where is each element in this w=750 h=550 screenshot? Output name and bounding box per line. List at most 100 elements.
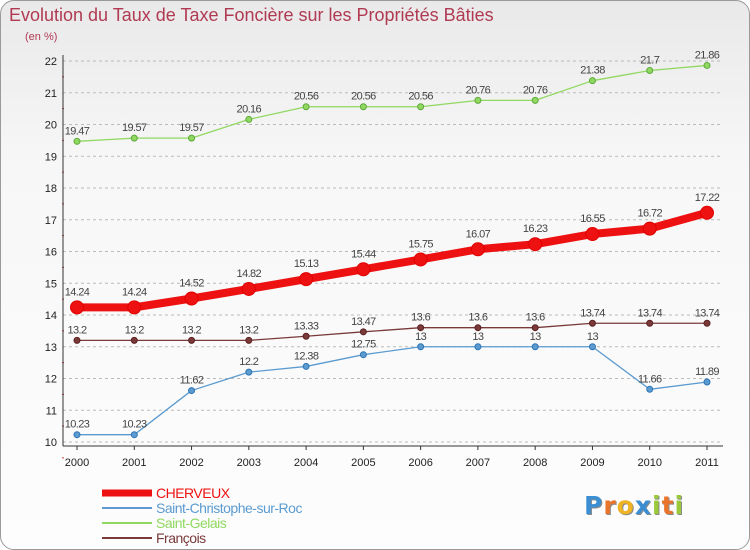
data-label: 21.7 — [640, 55, 659, 67]
x-tick-label: 2005 — [351, 457, 375, 469]
x-tick-label: 2003 — [237, 457, 261, 469]
data-point — [642, 221, 657, 236]
data-point — [359, 103, 367, 111]
data-label: 13.6 — [411, 312, 430, 324]
x-tick-label: 2011 — [695, 457, 719, 469]
legend-label: François — [156, 530, 206, 546]
logo-letter: x — [634, 491, 652, 520]
logo-letter: o — [616, 491, 635, 520]
y-tick-label: 14 — [45, 310, 57, 322]
data-point — [356, 262, 371, 277]
data-point — [188, 387, 196, 395]
data-point — [703, 378, 711, 386]
data-label: 15.44 — [351, 248, 376, 260]
x-tick-label: 2001 — [122, 457, 146, 469]
data-point — [359, 328, 367, 336]
data-point — [73, 431, 81, 439]
data-label: 13 — [415, 331, 427, 343]
data-label: 11.66 — [638, 373, 662, 385]
logo-letter: t — [661, 491, 675, 520]
data-label: 16.72 — [637, 208, 662, 220]
data-label: 15.13 — [294, 258, 319, 270]
data-label: 13.74 — [695, 307, 720, 319]
data-label: 16.23 — [523, 223, 548, 235]
data-label: 13.47 — [351, 316, 376, 328]
data-label: 13.33 — [294, 320, 319, 332]
data-point — [188, 336, 196, 344]
y-tick-label: 17 — [45, 215, 57, 227]
data-point — [302, 332, 310, 340]
data-point — [245, 336, 253, 344]
y-tick-label: 15 — [45, 278, 57, 290]
x-tick-label: 2004 — [294, 457, 318, 469]
data-label: 20.76 — [523, 84, 548, 96]
data-label: 20.16 — [237, 103, 262, 115]
data-point — [413, 252, 428, 267]
data-label: 13.6 — [468, 312, 487, 324]
data-point — [188, 134, 196, 142]
data-label: 14.82 — [237, 268, 262, 280]
logo-letter: P — [584, 491, 604, 520]
data-label: 20.56 — [408, 91, 433, 103]
data-label: 12.75 — [351, 339, 376, 351]
series-line — [76, 64, 708, 142]
data-point — [528, 237, 543, 252]
data-point — [703, 61, 711, 69]
data-point — [299, 272, 314, 287]
logo-letter: i — [674, 491, 685, 520]
logo-letter: r — [603, 491, 617, 520]
data-label: 11.62 — [180, 375, 204, 387]
y-tick-label: 12 — [45, 374, 57, 386]
data-point — [474, 324, 482, 332]
data-label: 19.47 — [65, 125, 90, 137]
data-point — [588, 319, 596, 327]
data-point — [417, 103, 425, 111]
data-label: 13 — [587, 331, 599, 343]
y-tick-label: 20 — [45, 120, 57, 132]
data-label: 13.2 — [182, 324, 201, 336]
data-label: 13.6 — [526, 312, 545, 324]
data-label: 14.24 — [65, 286, 90, 298]
data-point — [588, 77, 596, 85]
data-point — [245, 115, 253, 123]
data-label: 16.07 — [466, 228, 491, 240]
data-point — [302, 103, 310, 111]
data-point — [474, 343, 482, 351]
data-point — [585, 227, 600, 242]
x-tick-label: 2007 — [466, 457, 490, 469]
data-label: 11.89 — [695, 366, 719, 378]
legend-label: Saint-Gelais — [156, 515, 227, 531]
data-label: 13.2 — [125, 324, 144, 336]
series-line — [77, 346, 708, 436]
data-point — [417, 343, 425, 351]
data-point — [73, 137, 81, 145]
proxiti-logo: Proxiti — [584, 491, 684, 520]
y-tick-label: 18 — [45, 183, 57, 195]
x-tick-label: 2008 — [523, 457, 547, 469]
data-label: 19.57 — [122, 122, 147, 134]
data-label: 15.75 — [408, 238, 433, 250]
data-point — [130, 134, 138, 142]
data-label: 13 — [530, 331, 542, 343]
logo-letter: i — [652, 491, 662, 520]
data-point — [646, 67, 654, 75]
y-tick-label: 11 — [46, 405, 57, 417]
data-point — [646, 385, 654, 393]
x-tick-label: 2000 — [65, 457, 89, 469]
x-tick-label: 2006 — [408, 457, 432, 469]
data-label: 13.74 — [580, 307, 605, 319]
x-tick-label: 2010 — [637, 457, 661, 469]
y-tick-label: 16 — [45, 247, 57, 259]
data-label: 13.74 — [637, 307, 662, 319]
data-label: 13.2 — [67, 324, 86, 336]
data-label: 10.23 — [65, 419, 90, 431]
chart-unit: (en %) — [25, 31, 58, 43]
legend-swatch — [102, 507, 152, 509]
y-tick-label: 10 — [45, 437, 57, 449]
data-point — [646, 319, 654, 327]
series-line — [77, 322, 707, 342]
data-point — [531, 343, 539, 351]
legend-label: CHERVEUX — [156, 485, 231, 501]
